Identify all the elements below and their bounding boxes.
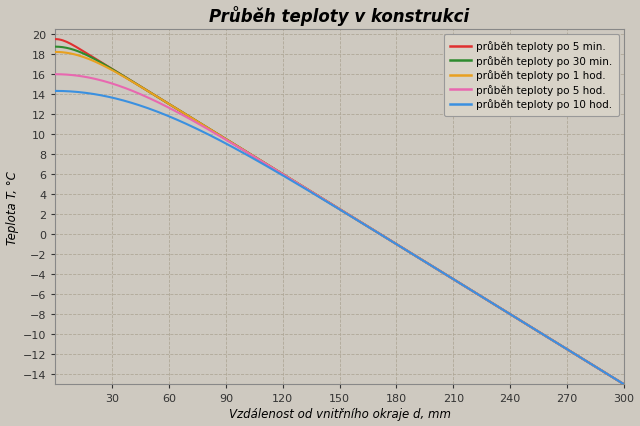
- průběh teploty po 10 hod.: [440, 271, 448, 276]
- průběh teploty po 5 min.: [51, 37, 59, 43]
- průběh teploty po 5 hod.: [531, 327, 539, 332]
- průběh teploty po 10 hod.: [499, 307, 506, 312]
- Line: průběh teploty po 10 hod.: průběh teploty po 10 hod.: [55, 92, 624, 384]
- X-axis label: Vzdálenost od vnitřního okraje d, mm: Vzdálenost od vnitřního okraje d, mm: [228, 408, 451, 420]
- průběh teploty po 1 hod.: [579, 356, 586, 361]
- průběh teploty po 30 min.: [300, 185, 307, 190]
- Line: průběh teploty po 5 min.: průběh teploty po 5 min.: [55, 40, 624, 384]
- průběh teploty po 10 hod.: [281, 175, 289, 180]
- průběh teploty po 5 hod.: [51, 72, 59, 78]
- Title: Průběh teploty v konstrukci: Průběh teploty v konstrukci: [209, 6, 470, 26]
- Y-axis label: Teplota T, °C: Teplota T, °C: [6, 170, 19, 244]
- průběh teploty po 30 min.: [499, 307, 506, 312]
- průběh teploty po 10 hod.: [579, 356, 586, 361]
- průběh teploty po 30 min.: [531, 327, 539, 332]
- průběh teploty po 5 min.: [531, 327, 539, 332]
- průběh teploty po 10 hod.: [51, 89, 59, 94]
- průběh teploty po 5 hod.: [499, 307, 506, 312]
- průběh teploty po 1 hod.: [440, 271, 448, 276]
- průběh teploty po 10 hod.: [531, 327, 539, 332]
- Legend: průběh teploty po 5 min., průběh teploty po 30 min., průběh teploty po 1 hod., p: průběh teploty po 5 min., průběh teploty…: [444, 35, 619, 116]
- průběh teploty po 5 hod.: [579, 356, 586, 361]
- průběh teploty po 30 min.: [620, 382, 628, 387]
- průběh teploty po 5 min.: [620, 382, 628, 387]
- průběh teploty po 5 min.: [300, 185, 307, 190]
- průběh teploty po 10 hod.: [620, 382, 628, 387]
- průběh teploty po 5 hod.: [440, 271, 448, 276]
- průběh teploty po 30 min.: [579, 356, 586, 361]
- Line: průběh teploty po 30 min.: průběh teploty po 30 min.: [55, 48, 624, 384]
- průběh teploty po 1 hod.: [281, 173, 289, 178]
- Line: průběh teploty po 1 hod.: průběh teploty po 1 hod.: [55, 53, 624, 384]
- průběh teploty po 1 hod.: [531, 327, 539, 332]
- průběh teploty po 5 min.: [499, 307, 506, 312]
- průběh teploty po 30 min.: [51, 45, 59, 50]
- průběh teploty po 5 hod.: [281, 173, 289, 178]
- průběh teploty po 30 min.: [440, 271, 448, 276]
- průběh teploty po 5 hod.: [300, 185, 307, 190]
- průběh teploty po 5 min.: [440, 271, 448, 276]
- průběh teploty po 1 hod.: [499, 307, 506, 312]
- průběh teploty po 5 hod.: [620, 382, 628, 387]
- průběh teploty po 5 min.: [579, 356, 586, 361]
- průběh teploty po 1 hod.: [620, 382, 628, 387]
- průběh teploty po 10 hod.: [300, 186, 307, 191]
- průběh teploty po 30 min.: [281, 173, 289, 178]
- průběh teploty po 1 hod.: [51, 50, 59, 55]
- Line: průběh teploty po 5 hod.: průběh teploty po 5 hod.: [55, 75, 624, 384]
- průběh teploty po 5 min.: [281, 173, 289, 178]
- průběh teploty po 1 hod.: [300, 185, 307, 190]
